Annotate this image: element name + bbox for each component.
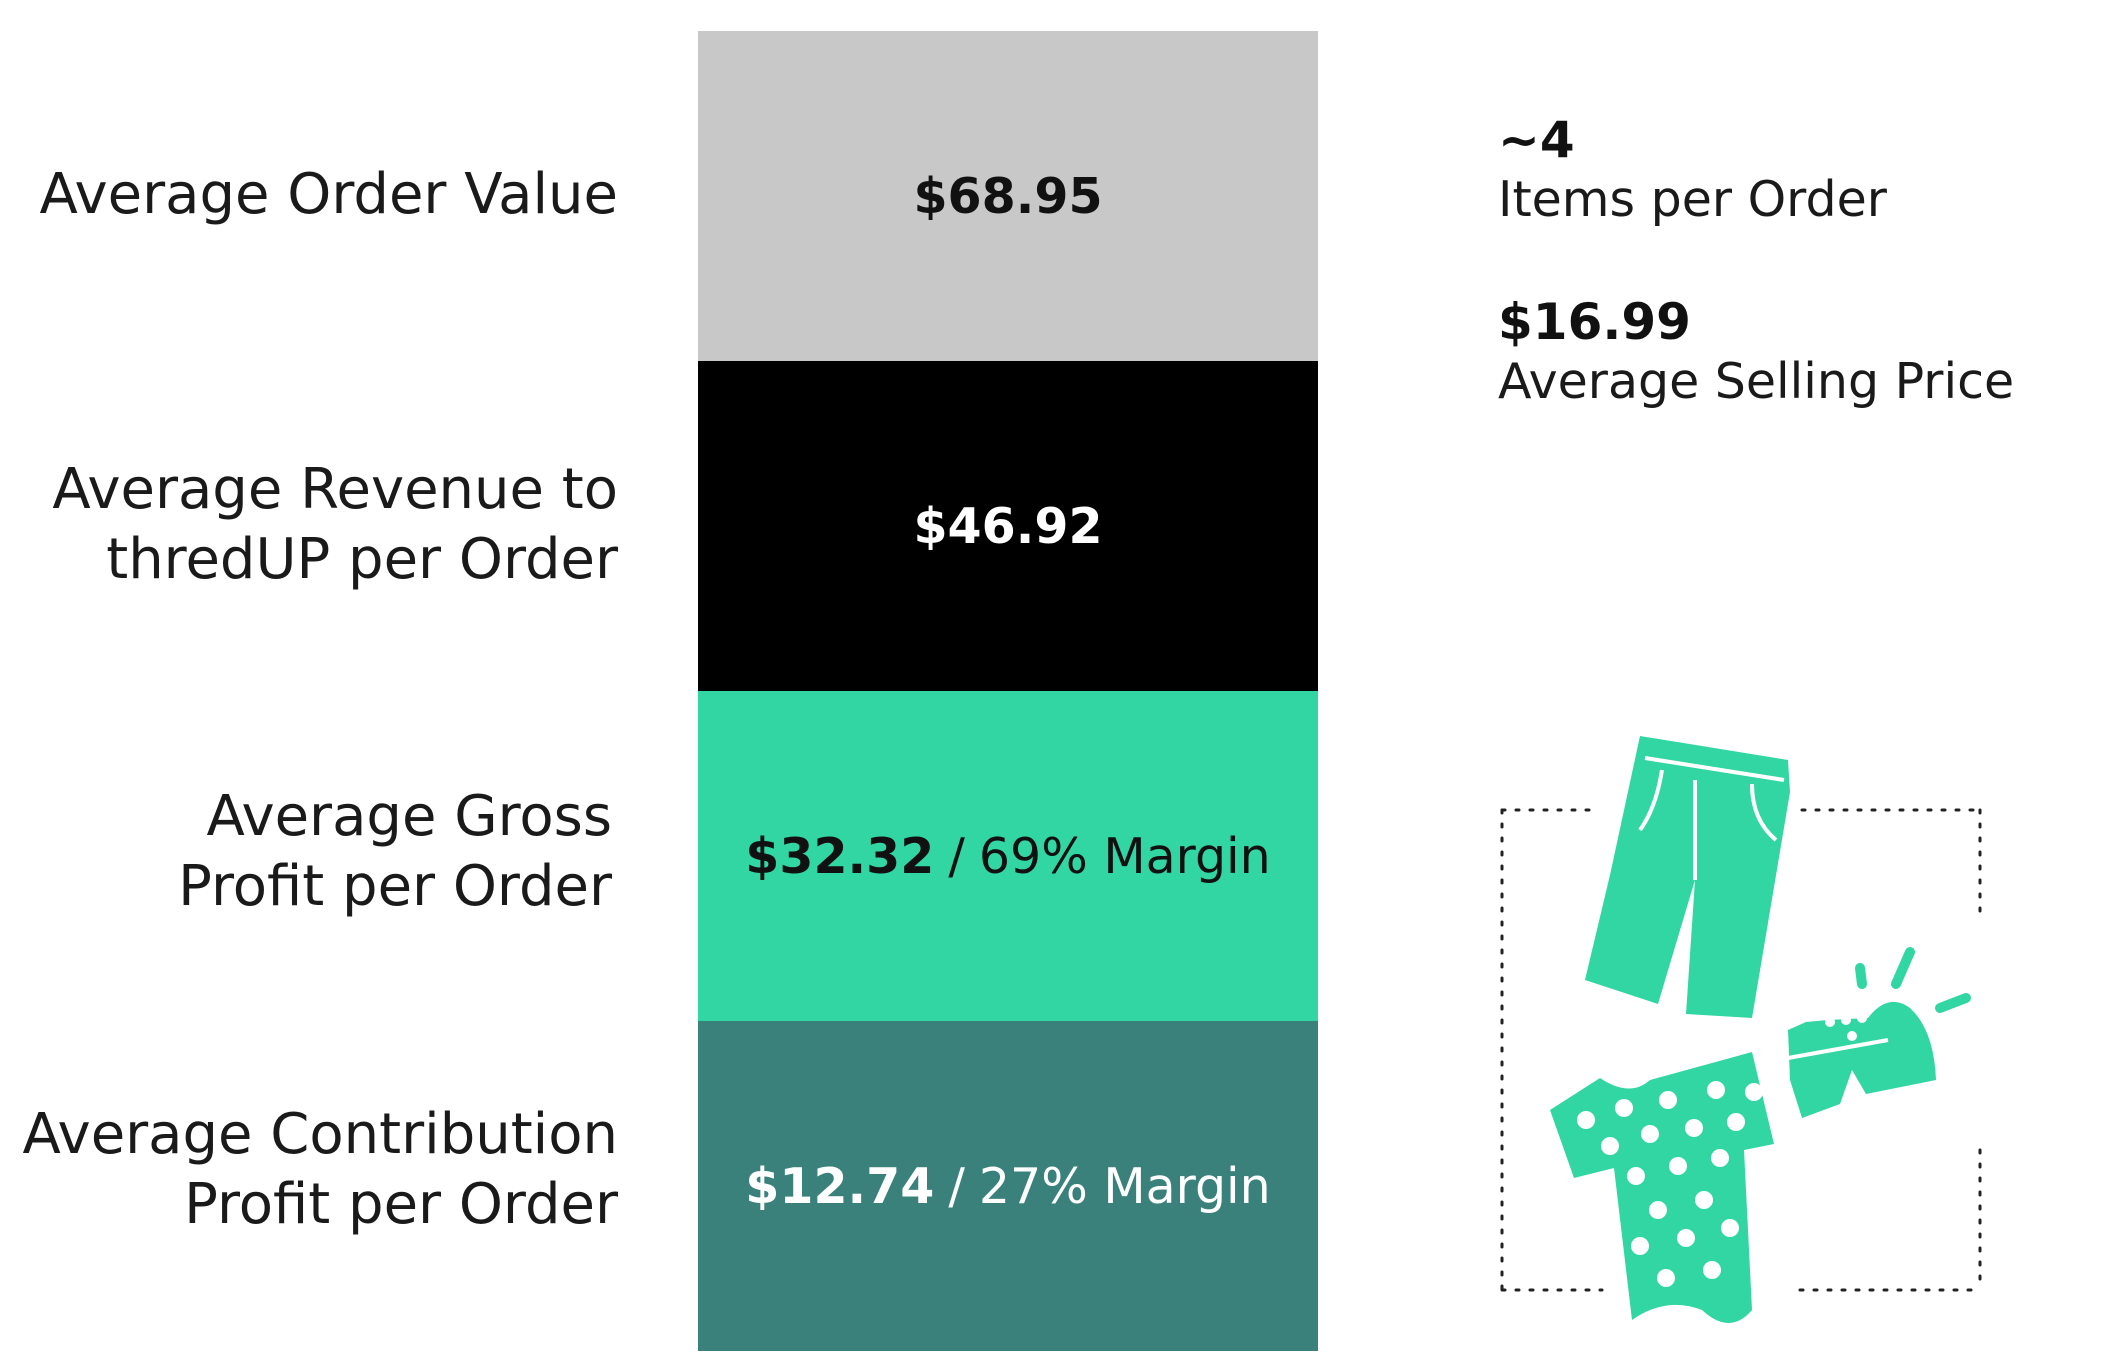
- label-average-contribution-profit: Average Contribution Profit per Order: [23, 1100, 618, 1240]
- segment-gross-profit: $32.32 / 69% Margin: [698, 691, 1318, 1021]
- pants-icon: [1585, 736, 1790, 1018]
- stat-average-selling-price: $16.99 Average Selling Price: [1498, 292, 2014, 412]
- shoe-icon: [1787, 947, 1971, 1118]
- segment-margin: 69% Margin: [978, 827, 1271, 885]
- label-line: Average Order Value: [39, 162, 618, 227]
- stat-value: ~4: [1498, 111, 1575, 169]
- stat-label: Average Selling Price: [1498, 353, 2015, 410]
- segment-value: $46.92: [913, 497, 1103, 555]
- segment-order-value: $68.95: [698, 31, 1318, 361]
- segment-contribution-profit: $12.74 / 27% Margin: [698, 1021, 1318, 1351]
- label-average-revenue: Average Revenue to thredUP per Order: [52, 455, 618, 595]
- label-average-order-value: Average Order Value: [40, 160, 618, 230]
- label-line: Average Revenue to: [52, 457, 618, 522]
- segment-value: $32.32: [745, 827, 935, 885]
- stat-items-per-order: ~4 Items per Order: [1498, 110, 1887, 230]
- segment-revenue: $46.92: [698, 361, 1318, 691]
- stat-value: $16.99: [1498, 293, 1691, 351]
- stat-label: Items per Order: [1498, 171, 1887, 228]
- label-line: thredUP per Order: [106, 527, 618, 592]
- label-line: Profit per Order: [178, 854, 612, 919]
- segment-separator: /: [948, 827, 965, 885]
- segment-value: $68.95: [913, 167, 1103, 225]
- polka-dot-shirt-icon: [1550, 1052, 1774, 1323]
- segment-value: $12.74: [745, 1157, 935, 1215]
- dotted-frame: [1500, 808, 1982, 1292]
- label-line: Profit per Order: [184, 1172, 618, 1237]
- segment-separator: /: [948, 1157, 965, 1215]
- clothing-illustration: [1500, 736, 1982, 1323]
- label-line: Average Contribution: [22, 1102, 618, 1167]
- segment-margin: 27% Margin: [978, 1157, 1271, 1215]
- per-order-stack: $68.95 $46.92 $32.32 / 69% Margin $12.74…: [698, 31, 1318, 1351]
- label-average-gross-profit: Average Gross Profit per Order: [178, 782, 612, 922]
- label-line: Average Gross: [206, 784, 612, 849]
